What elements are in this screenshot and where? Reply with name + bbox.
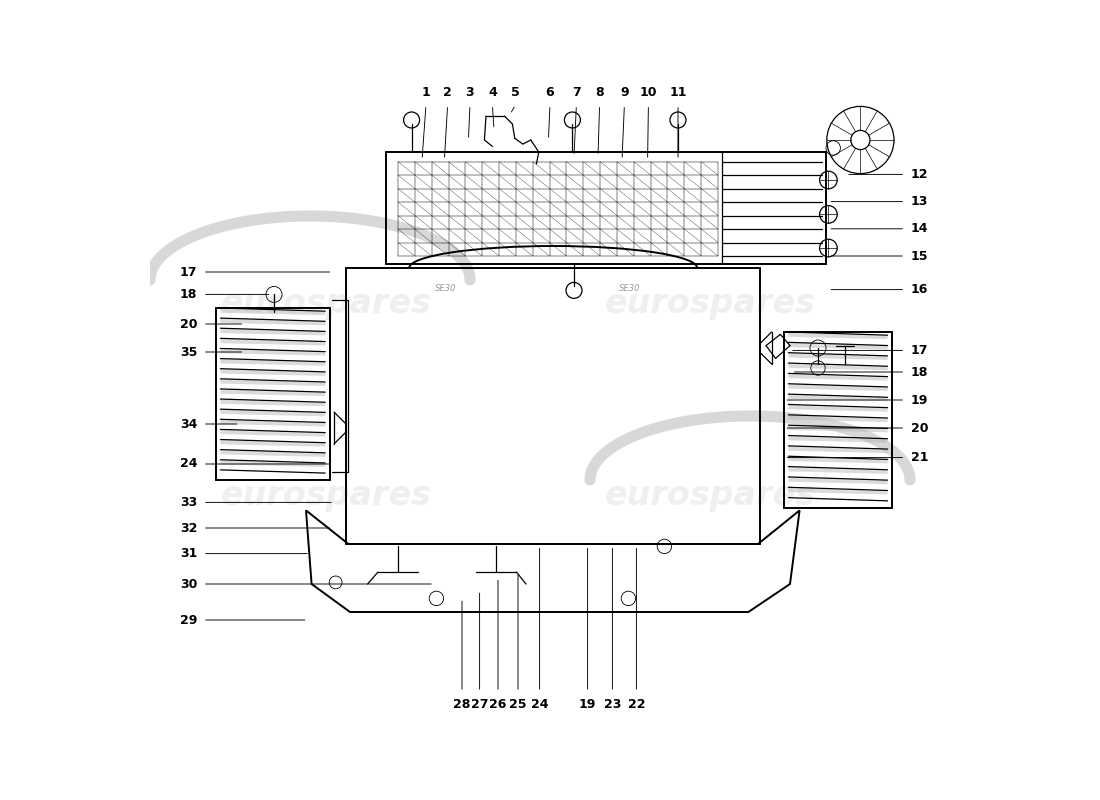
Text: eurospares: eurospares — [605, 479, 815, 513]
Polygon shape — [220, 440, 326, 446]
Text: 23: 23 — [604, 698, 622, 710]
Text: 2: 2 — [443, 86, 452, 98]
Polygon shape — [789, 364, 888, 370]
Text: 29: 29 — [179, 614, 197, 626]
Polygon shape — [789, 446, 888, 453]
Polygon shape — [789, 416, 888, 422]
Text: 14: 14 — [911, 222, 928, 235]
Polygon shape — [220, 410, 326, 416]
Polygon shape — [789, 478, 888, 484]
Polygon shape — [789, 426, 888, 432]
Text: 7: 7 — [572, 86, 581, 98]
Polygon shape — [220, 309, 326, 315]
Polygon shape — [789, 436, 888, 442]
Text: 16: 16 — [911, 283, 928, 296]
Text: 27: 27 — [471, 698, 488, 710]
Text: 25: 25 — [509, 698, 527, 710]
Text: 18: 18 — [179, 288, 197, 301]
Polygon shape — [220, 380, 326, 386]
Text: 33: 33 — [179, 496, 197, 509]
Text: 21: 21 — [911, 451, 928, 464]
Text: 11: 11 — [669, 86, 686, 98]
Polygon shape — [220, 339, 326, 346]
Text: 20: 20 — [911, 422, 928, 434]
Text: 28: 28 — [453, 698, 471, 710]
Text: 24: 24 — [179, 458, 197, 470]
Polygon shape — [789, 374, 888, 381]
Polygon shape — [220, 329, 326, 335]
Text: 8: 8 — [595, 86, 604, 98]
Text: 30: 30 — [179, 578, 197, 590]
Text: 12: 12 — [911, 168, 928, 181]
Polygon shape — [789, 395, 888, 402]
Polygon shape — [789, 343, 888, 350]
Polygon shape — [220, 350, 326, 356]
Polygon shape — [220, 390, 326, 396]
Polygon shape — [220, 400, 326, 406]
Text: 17: 17 — [911, 344, 928, 357]
Text: 26: 26 — [490, 698, 507, 710]
Text: 22: 22 — [628, 698, 645, 710]
Text: SE30: SE30 — [619, 283, 640, 293]
Text: eurospares: eurospares — [220, 287, 431, 321]
Text: 13: 13 — [911, 195, 928, 208]
Text: SE30: SE30 — [436, 283, 456, 293]
Polygon shape — [789, 457, 888, 463]
Polygon shape — [789, 406, 888, 412]
Text: 6: 6 — [546, 86, 554, 98]
Text: 15: 15 — [911, 250, 928, 262]
Polygon shape — [789, 354, 888, 360]
Polygon shape — [220, 420, 326, 426]
Text: 3: 3 — [465, 86, 474, 98]
Polygon shape — [220, 359, 326, 366]
Polygon shape — [220, 319, 326, 326]
Polygon shape — [220, 370, 326, 376]
Polygon shape — [789, 467, 888, 474]
Polygon shape — [220, 461, 326, 467]
Polygon shape — [220, 430, 326, 437]
Text: 31: 31 — [179, 547, 197, 560]
Text: 24: 24 — [531, 698, 548, 710]
Polygon shape — [789, 385, 888, 391]
Text: 18: 18 — [911, 366, 928, 378]
Text: 35: 35 — [179, 346, 197, 358]
Text: eurospares: eurospares — [220, 479, 431, 513]
Text: 34: 34 — [179, 418, 197, 430]
Polygon shape — [220, 450, 326, 457]
Text: 9: 9 — [620, 86, 629, 98]
Text: 32: 32 — [179, 522, 197, 534]
Text: 20: 20 — [179, 318, 197, 330]
Text: 17: 17 — [179, 266, 197, 278]
Polygon shape — [789, 333, 888, 339]
Polygon shape — [789, 488, 888, 494]
Text: 1: 1 — [421, 86, 430, 98]
Text: 5: 5 — [512, 86, 520, 98]
Text: eurospares: eurospares — [605, 287, 815, 321]
Text: 4: 4 — [488, 86, 497, 98]
Text: 19: 19 — [911, 394, 928, 406]
Text: 19: 19 — [579, 698, 596, 710]
Text: 10: 10 — [640, 86, 657, 98]
